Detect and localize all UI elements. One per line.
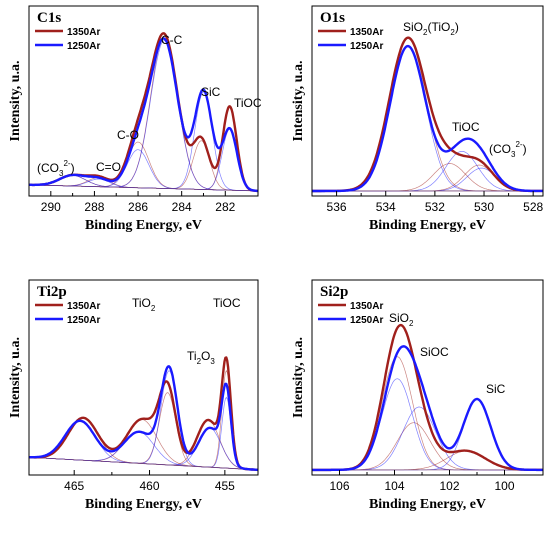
panel-o1s: 536 534 532 530 528 O1s 1350Ar 1250Ar SiO2(TiO2)… bbox=[291, 5, 544, 233]
component-peak-1350ar-0 bbox=[29, 417, 258, 471]
peak-label: SiOC bbox=[420, 345, 449, 359]
envelope-1250ar bbox=[29, 37, 258, 193]
x-tick-label: 534 bbox=[376, 200, 396, 214]
peak-label: SiC bbox=[201, 85, 221, 99]
x-tick-label: 104 bbox=[384, 479, 404, 493]
legend-label-1350ar: 1350Ar bbox=[350, 301, 383, 312]
x-axis-title: Binding Energy, eV bbox=[85, 497, 202, 512]
x-tick-label: 282 bbox=[215, 200, 235, 214]
envelope-1250ar bbox=[312, 345, 543, 472]
x-tick-label: 284 bbox=[172, 200, 192, 214]
legend-label-1250ar: 1250Ar bbox=[67, 41, 100, 52]
y-axis-title: Intensity, u.a. bbox=[291, 61, 306, 142]
legend-label-1350ar: 1350Ar bbox=[350, 27, 383, 38]
peak-label: Ti2O3 bbox=[187, 349, 215, 366]
legend-label-1250ar: 1250Ar bbox=[350, 315, 383, 326]
component-peak-1250ar-4 bbox=[29, 178, 258, 192]
plot-area bbox=[312, 323, 543, 472]
x-axis-title: Binding Energy, eV bbox=[85, 218, 202, 233]
x-axis-title: Binding Energy, eV bbox=[369, 218, 486, 233]
legend-label-1250ar: 1250Ar bbox=[350, 41, 383, 52]
y-axis-title: Intensity, u.a. bbox=[8, 61, 23, 142]
plot-area bbox=[29, 356, 258, 472]
x-tick-label: 528 bbox=[523, 200, 543, 214]
peak-label: SiO2 bbox=[389, 311, 414, 328]
peak-label: SiO2(TiO2) bbox=[403, 20, 459, 37]
x-tick-label: 100 bbox=[494, 479, 514, 493]
plot-frame bbox=[311, 279, 544, 476]
peak-label: TiOC bbox=[234, 96, 262, 110]
x-axis-title: Binding Energy, eV bbox=[369, 497, 486, 512]
y-axis-title: Intensity, u.a. bbox=[291, 337, 306, 418]
envelope-1350ar bbox=[29, 356, 258, 472]
x-tick-label: 286 bbox=[128, 200, 148, 214]
plot-area bbox=[29, 32, 258, 193]
panel-title: C1s bbox=[37, 10, 61, 26]
plot-frame bbox=[28, 279, 259, 476]
x-tick-label: 530 bbox=[474, 200, 494, 214]
legend-label-1350ar: 1350Ar bbox=[67, 301, 100, 312]
peak-label: (CO32-) bbox=[37, 159, 75, 178]
legend-label-1350ar: 1350Ar bbox=[67, 27, 100, 38]
peak-label: TiOC bbox=[452, 120, 480, 134]
panel-title: O1s bbox=[320, 10, 345, 26]
peak-label: TiOC bbox=[213, 296, 241, 310]
x-tick-label: 460 bbox=[140, 479, 160, 493]
x-tick-label: 106 bbox=[329, 479, 349, 493]
component-peak-1250ar-0 bbox=[312, 378, 543, 471]
x-tick-label: 288 bbox=[84, 200, 104, 214]
component-peak-1250ar-0 bbox=[312, 45, 543, 192]
envelope-1250ar bbox=[312, 44, 543, 193]
panel-c1s: 290 288 286 284 282 C1s 1350Ar 1250Ar C-C SiC TiOC… bbox=[8, 5, 262, 233]
component-peak-1350ar-2 bbox=[29, 392, 258, 471]
x-tick-label: 536 bbox=[327, 200, 347, 214]
component-peak-1350ar-1 bbox=[312, 422, 543, 471]
peak-label: SiC bbox=[486, 382, 506, 396]
plot-frame bbox=[28, 5, 259, 197]
x-tick-label: 290 bbox=[41, 200, 61, 214]
peak-label: (CO32-) bbox=[489, 140, 527, 159]
x-tick-label: 455 bbox=[215, 479, 235, 493]
y-axis-title: Intensity, u.a. bbox=[8, 337, 23, 418]
x-tick-label: 102 bbox=[439, 479, 459, 493]
peak-label: C-O bbox=[117, 128, 139, 142]
panel-title: Si2p bbox=[320, 284, 348, 300]
plot-area bbox=[312, 36, 543, 193]
plot-frame bbox=[311, 5, 544, 197]
legend-label-1250ar: 1250Ar bbox=[67, 315, 100, 326]
baseline bbox=[29, 456, 258, 471]
baseline bbox=[29, 184, 258, 192]
x-tick-label: 465 bbox=[64, 479, 84, 493]
component-peak-1350ar-0 bbox=[312, 356, 543, 471]
component-peak-1250ar-2 bbox=[312, 398, 543, 471]
peak-label: TiO2 bbox=[132, 296, 156, 313]
envelope-1250ar bbox=[29, 365, 258, 472]
peak-label: C=O bbox=[96, 160, 121, 174]
x-tick-label: 532 bbox=[425, 200, 445, 214]
panel-title: Ti2p bbox=[37, 284, 67, 300]
peak-label: C-C bbox=[161, 33, 183, 47]
component-peak-1350ar-0 bbox=[312, 38, 543, 192]
